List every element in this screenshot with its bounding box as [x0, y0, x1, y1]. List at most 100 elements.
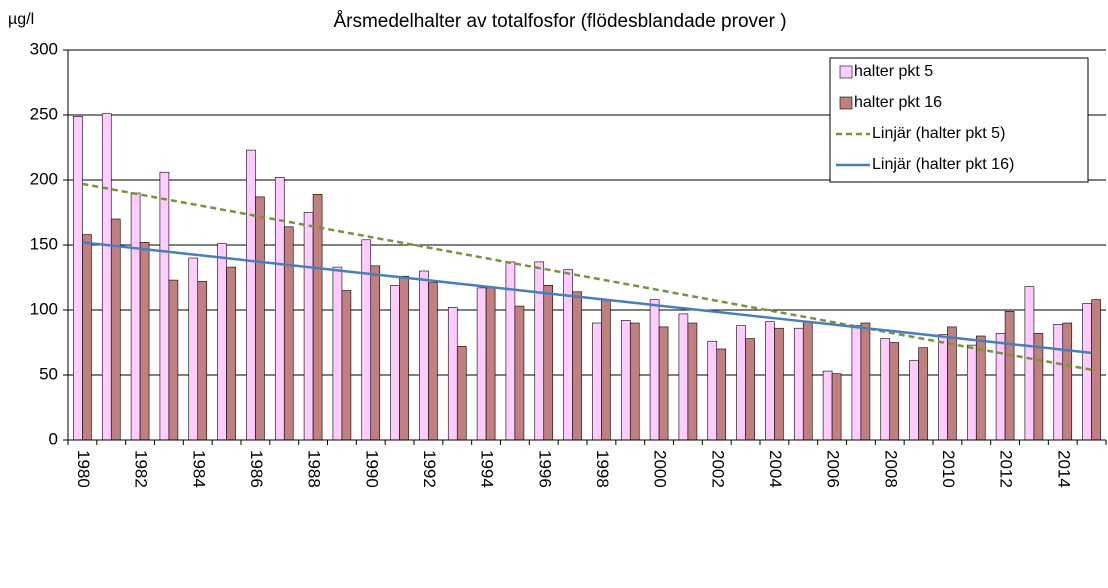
- bar: [188, 257, 199, 441]
- bar: [226, 266, 236, 441]
- bar: [197, 281, 208, 441]
- bar: [1053, 323, 1064, 441]
- y-axis-label: µg/l: [8, 11, 34, 28]
- x-tick-label: 2002: [708, 450, 727, 488]
- bar: [793, 327, 804, 441]
- x-tick-label: 1986: [247, 450, 266, 488]
- bar: [476, 287, 487, 441]
- x-tick-label: 2012: [997, 450, 1016, 488]
- bar: [1082, 303, 1092, 441]
- bar: [246, 149, 256, 441]
- bar: [774, 327, 784, 441]
- bar: [745, 338, 755, 441]
- x-tick-label: 1988: [305, 450, 324, 488]
- bar: [938, 334, 948, 441]
- x-tick-label: 1990: [362, 450, 381, 488]
- bar: [1091, 299, 1101, 441]
- bar: [456, 346, 467, 441]
- bar: [370, 265, 381, 441]
- bar: [1024, 286, 1035, 441]
- bar: [159, 171, 170, 441]
- bar: [101, 113, 112, 441]
- chart-title: Årsmedelhalter av totalfosfor (flödesbla…: [333, 11, 786, 32]
- bar: [995, 333, 1006, 441]
- x-tick-label: 1996: [535, 450, 554, 488]
- bar: [592, 322, 602, 441]
- bar: [130, 192, 141, 441]
- bar: [736, 325, 746, 441]
- bar: [629, 322, 640, 441]
- bar: [255, 196, 265, 441]
- bar: [73, 116, 83, 441]
- legend-swatch: [839, 96, 853, 110]
- bar: [534, 261, 545, 441]
- bar: [1004, 310, 1015, 441]
- y-tick-label: 250: [30, 104, 58, 123]
- y-tick-label: 200: [30, 169, 58, 188]
- y-tick-label: 50: [39, 364, 58, 383]
- x-tick-label: 1992: [420, 450, 439, 488]
- x-tick-label: 1984: [189, 450, 208, 488]
- bar: [620, 320, 631, 441]
- bar: [975, 335, 986, 441]
- x-tick-label: 2014: [1054, 450, 1073, 488]
- x-tick-label: 1980: [74, 450, 93, 488]
- bar: [707, 340, 718, 441]
- x-tick-label: 1998: [593, 450, 612, 488]
- bar: [361, 239, 372, 441]
- bar: [716, 348, 727, 441]
- legend-label: Linjär (halter pkt 5): [872, 125, 1005, 142]
- bar: [543, 284, 554, 441]
- y-tick-label: 300: [30, 39, 58, 58]
- legend-box: [829, 57, 1089, 183]
- trend-line: [82, 241, 1092, 355]
- bar: [687, 322, 698, 441]
- bar: [1033, 333, 1044, 441]
- bar: [428, 282, 438, 441]
- bar: [312, 194, 323, 441]
- bar: [419, 270, 429, 441]
- bar: [447, 307, 458, 441]
- bar: [274, 177, 285, 441]
- bar: [601, 299, 611, 441]
- bar: [658, 326, 669, 441]
- y-tick-label: 0: [49, 429, 58, 448]
- bar: [802, 321, 813, 441]
- x-tick-label: 2008: [881, 450, 900, 488]
- x-tick-label: 2000: [651, 450, 670, 488]
- bar: [966, 344, 977, 441]
- bar: [110, 218, 121, 441]
- bar: [889, 342, 900, 441]
- legend-label: halter pkt 5: [854, 63, 933, 80]
- bar: [139, 242, 150, 441]
- legend-swatch: [839, 65, 853, 79]
- x-tick-label: 1994: [478, 450, 497, 488]
- trend-line: [82, 182, 1092, 372]
- bar: [831, 373, 842, 441]
- bar: [485, 287, 496, 441]
- bar: [918, 347, 928, 441]
- legend-label: Linjär (halter pkt 16): [872, 156, 1014, 173]
- x-tick-label: 2004: [766, 450, 785, 488]
- bar: [399, 275, 409, 441]
- bar: [332, 266, 343, 441]
- bar: [678, 313, 689, 441]
- bar: [851, 325, 862, 441]
- bar: [822, 370, 833, 441]
- bar: [572, 291, 582, 441]
- y-tick-label: 150: [30, 234, 58, 253]
- bar: [168, 279, 179, 441]
- bar: [217, 243, 227, 441]
- bar: [514, 305, 525, 441]
- x-tick-label: 2010: [939, 450, 958, 488]
- bar: [880, 338, 891, 441]
- bar: [860, 322, 871, 441]
- bar: [341, 290, 352, 441]
- x-tick-label: 2006: [824, 450, 843, 488]
- bar: [649, 299, 660, 441]
- x-tick-label: 1982: [132, 450, 151, 488]
- bar: [283, 226, 294, 441]
- bar: [1062, 322, 1073, 441]
- bar: [303, 212, 314, 441]
